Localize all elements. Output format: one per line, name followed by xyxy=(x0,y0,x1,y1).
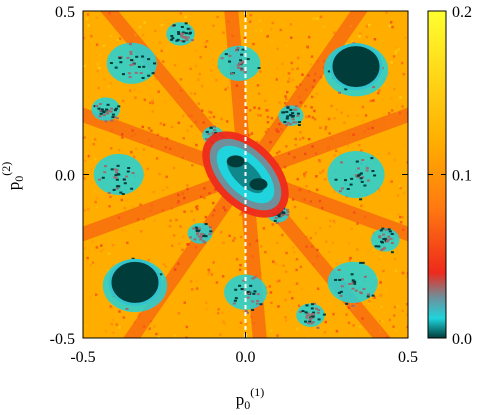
heatmap-regions xyxy=(83,11,408,338)
colorbar-tick-label: 0.0 xyxy=(452,331,472,348)
y-axis-title: p0(2) xyxy=(0,162,26,191)
y-axis-title-sub: 0 xyxy=(12,176,26,182)
y-axis-title-base: p xyxy=(4,182,23,191)
y-axis-title-sup: (2) xyxy=(0,162,13,176)
y-tick-label: 0.0 xyxy=(55,168,75,185)
y-axis-ticks: 0.5 0.0 -0.5 xyxy=(50,4,408,348)
x-tick-label: -0.5 xyxy=(70,349,95,366)
x-axis-ticks: -0.5 0.0 0.5 xyxy=(70,11,418,366)
x-axis-title-sup: (1) xyxy=(250,385,264,399)
colorbar-ticks: 0.2 0.1 0.0 xyxy=(428,4,472,348)
colorbar: 0.2 0.1 0.0 xyxy=(427,4,472,348)
y-tick-label: 0.5 xyxy=(55,4,75,21)
colorbar-tick-label: 0.2 xyxy=(452,4,472,21)
colorbar-tick-label: 0.1 xyxy=(452,168,472,185)
heatmap-plot-area xyxy=(82,10,409,339)
x-tick-label: 0.0 xyxy=(236,349,256,366)
x-tick-label: 0.5 xyxy=(398,349,418,366)
x-axis-title-base: p xyxy=(236,390,245,409)
x-axis-title: p0(1) xyxy=(236,385,265,412)
x-axis-title-sub: 0 xyxy=(244,398,250,412)
y-tick-label: -0.5 xyxy=(50,331,75,348)
